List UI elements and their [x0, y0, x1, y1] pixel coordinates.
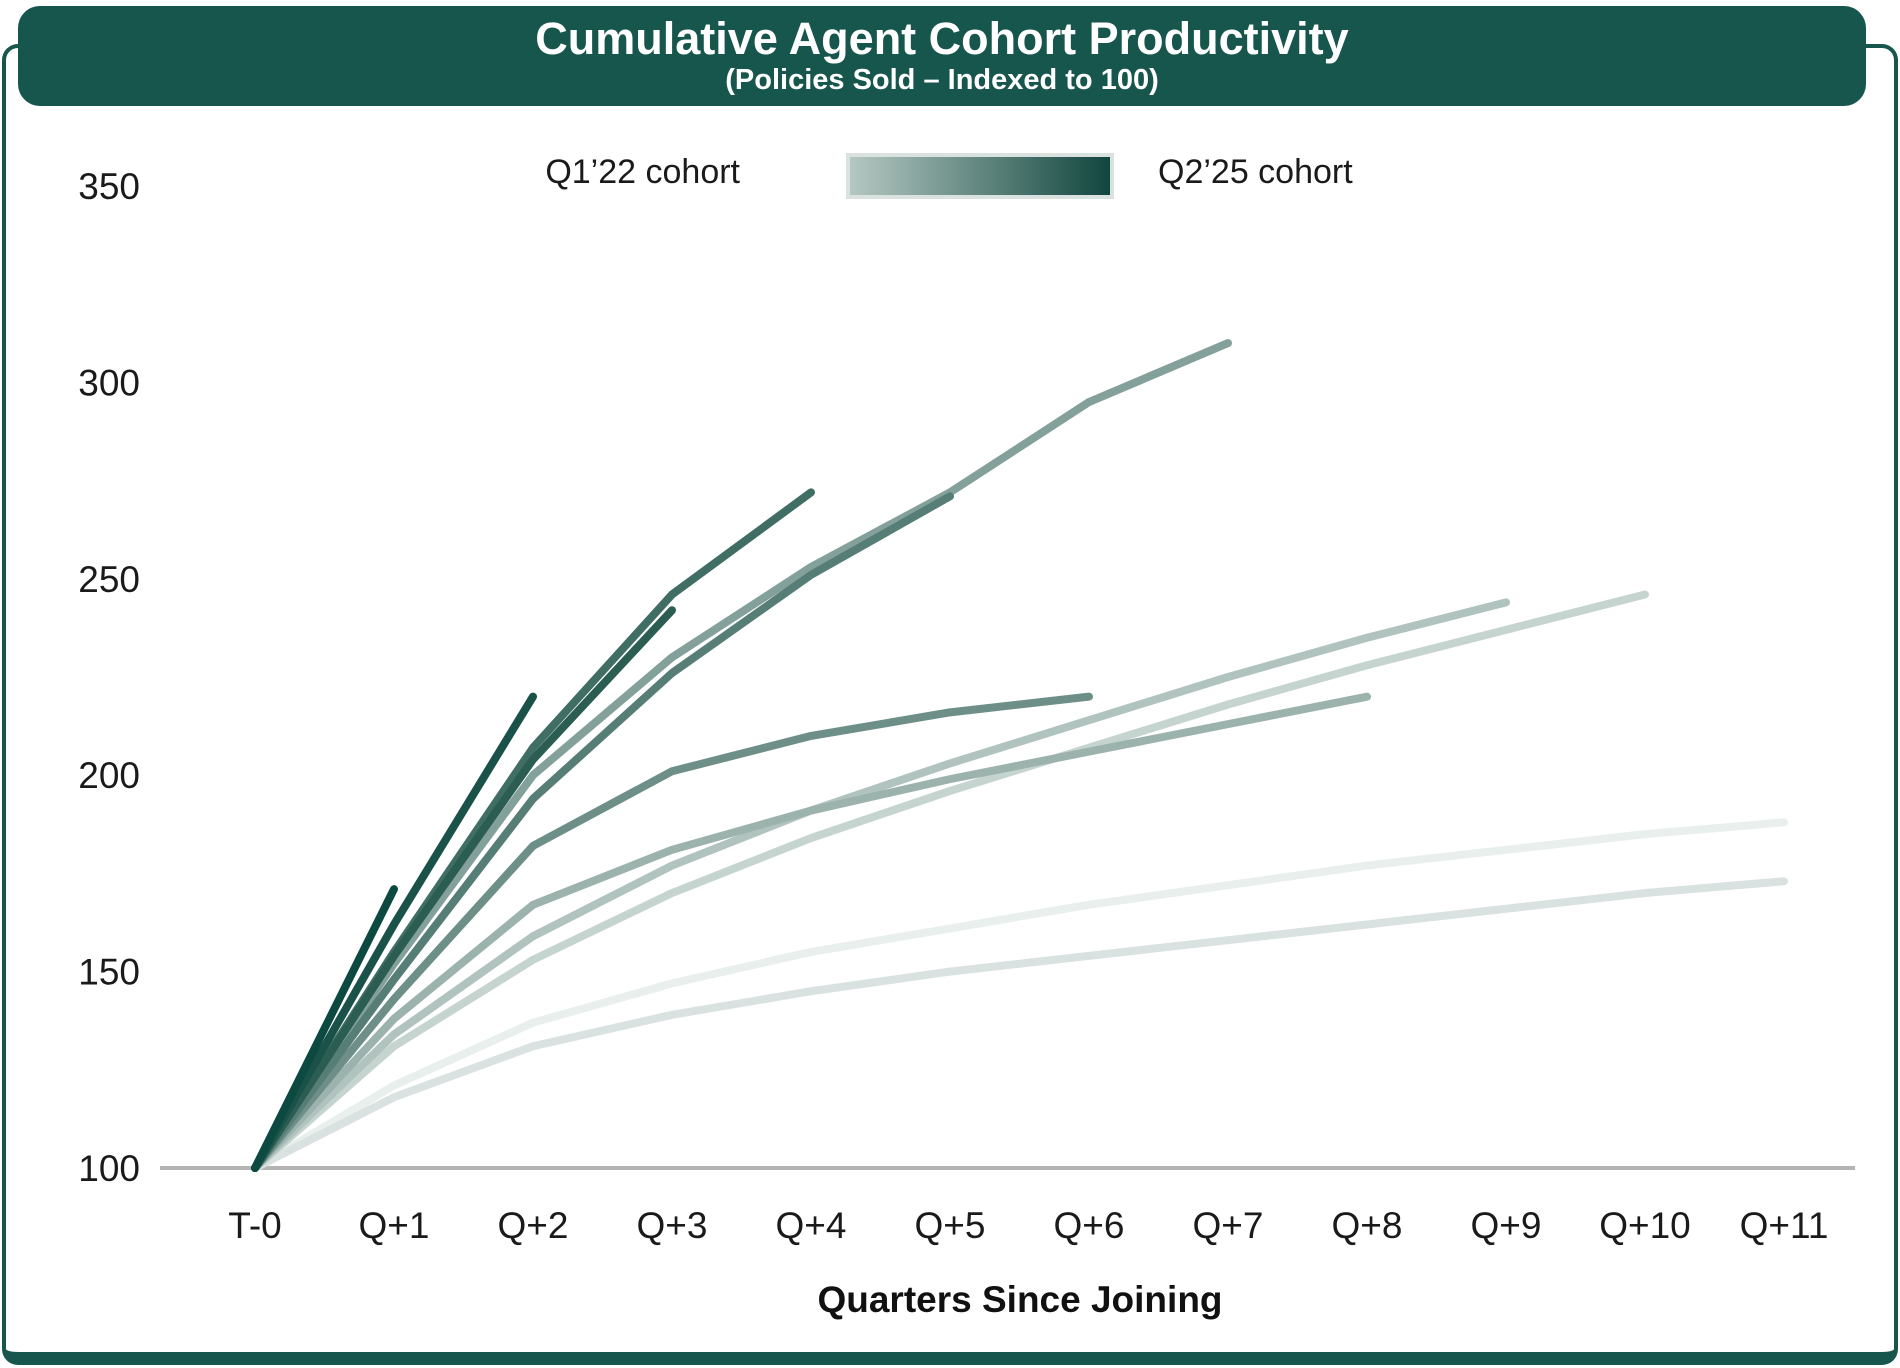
cohort-line-Q223: [251, 598, 1510, 1172]
cohort-line-Q424: [251, 606, 676, 1172]
x-axis-title: Quarters Since Joining: [817, 1279, 1222, 1320]
x-tick-label: Q+9: [1471, 1205, 1542, 1246]
chart-header: Cumulative Agent Cohort Productivity (Po…: [18, 6, 1866, 106]
chart-subtitle: (Policies Sold – Indexed to 100): [725, 64, 1159, 97]
cohort-line-Q124: [251, 692, 1093, 1172]
legend-gradient-bar: [846, 153, 1114, 199]
chart-title: Cumulative Agent Cohort Productivity: [535, 12, 1349, 64]
cohort-line-Q122: [251, 818, 1788, 1172]
x-tick-label: T-0: [228, 1205, 281, 1246]
x-tick-label: Q+11: [1740, 1205, 1829, 1246]
cohort-line-Q323: [251, 692, 1371, 1172]
x-tick-label: Q+2: [498, 1205, 569, 1246]
x-tick-label: Q+4: [776, 1205, 847, 1246]
legend-label-oldest-cohort: Q1’22 cohort: [545, 153, 740, 191]
cohort-line-Q222: [251, 877, 1788, 1172]
y-tick-label: 200: [78, 755, 140, 796]
x-tick-label: Q+10: [1599, 1205, 1691, 1246]
cohort-line-Q123: [251, 590, 1649, 1172]
y-tick-label: 300: [78, 362, 140, 403]
y-tick-label: 100: [78, 1148, 140, 1189]
cohort-line-Q423: [251, 339, 1232, 1172]
y-tick-label: 150: [78, 952, 140, 993]
x-tick-label: Q+7: [1193, 1205, 1264, 1246]
y-tick-label: 350: [78, 166, 140, 207]
y-tick-label: 250: [78, 559, 140, 600]
x-tick-label: Q+3: [637, 1205, 708, 1246]
x-tick-label: Q+1: [359, 1205, 430, 1246]
x-tick-label: Q+5: [915, 1205, 986, 1246]
cohort-line-Q125: [251, 692, 537, 1172]
x-tick-label: Q+8: [1332, 1205, 1403, 1246]
legend-label-newest-cohort: Q2’25 cohort: [1158, 153, 1353, 191]
cohort-line-Q225: [251, 885, 398, 1172]
cohort-line-Q224: [251, 492, 954, 1172]
x-tick-label: Q+6: [1054, 1205, 1125, 1246]
